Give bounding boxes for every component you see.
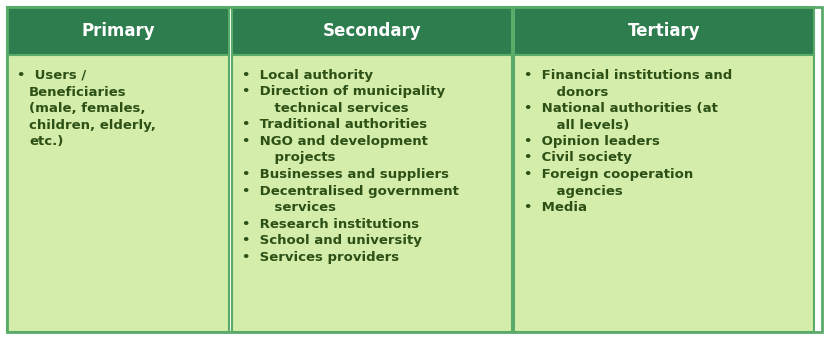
Text: (male, females,: (male, females, xyxy=(29,102,146,115)
Text: Primary: Primary xyxy=(81,22,155,40)
Text: Beneficiaries: Beneficiaries xyxy=(29,85,127,99)
Text: •  Financial institutions and: • Financial institutions and xyxy=(523,69,731,82)
Text: •  Decentralised government: • Decentralised government xyxy=(242,184,459,198)
Bar xyxy=(232,7,512,55)
Text: •  Research institutions: • Research institutions xyxy=(242,218,419,231)
Text: •  National authorities (at: • National authorities (at xyxy=(523,102,717,115)
Text: •  Opinion leaders: • Opinion leaders xyxy=(523,135,659,148)
Text: children, elderly,: children, elderly, xyxy=(29,119,156,132)
Text: Tertiary: Tertiary xyxy=(627,22,700,40)
Text: etc.): etc.) xyxy=(29,135,63,148)
Bar xyxy=(513,7,813,55)
Text: •  Users /: • Users / xyxy=(17,69,86,82)
Text: agencies: agencies xyxy=(537,184,622,198)
Text: technical services: technical services xyxy=(256,102,408,115)
Text: projects: projects xyxy=(256,152,335,164)
Bar xyxy=(7,7,229,55)
Text: •  Foreign cooperation: • Foreign cooperation xyxy=(523,168,692,181)
Bar xyxy=(232,55,512,332)
Text: •  Direction of municipality: • Direction of municipality xyxy=(242,85,445,99)
Text: •  Businesses and suppliers: • Businesses and suppliers xyxy=(242,168,449,181)
Text: •  Services providers: • Services providers xyxy=(242,251,398,263)
Text: •  Civil society: • Civil society xyxy=(523,152,631,164)
Text: •  NGO and development: • NGO and development xyxy=(242,135,427,148)
Text: donors: donors xyxy=(537,85,608,99)
Text: services: services xyxy=(256,201,335,214)
Text: all levels): all levels) xyxy=(537,119,628,132)
Text: •  School and university: • School and university xyxy=(242,234,421,247)
Text: Secondary: Secondary xyxy=(322,22,421,40)
Bar xyxy=(513,55,813,332)
Text: •  Local authority: • Local authority xyxy=(242,69,373,82)
Bar xyxy=(7,55,229,332)
Text: •  Media: • Media xyxy=(523,201,586,214)
Text: •  Traditional authorities: • Traditional authorities xyxy=(242,119,426,132)
